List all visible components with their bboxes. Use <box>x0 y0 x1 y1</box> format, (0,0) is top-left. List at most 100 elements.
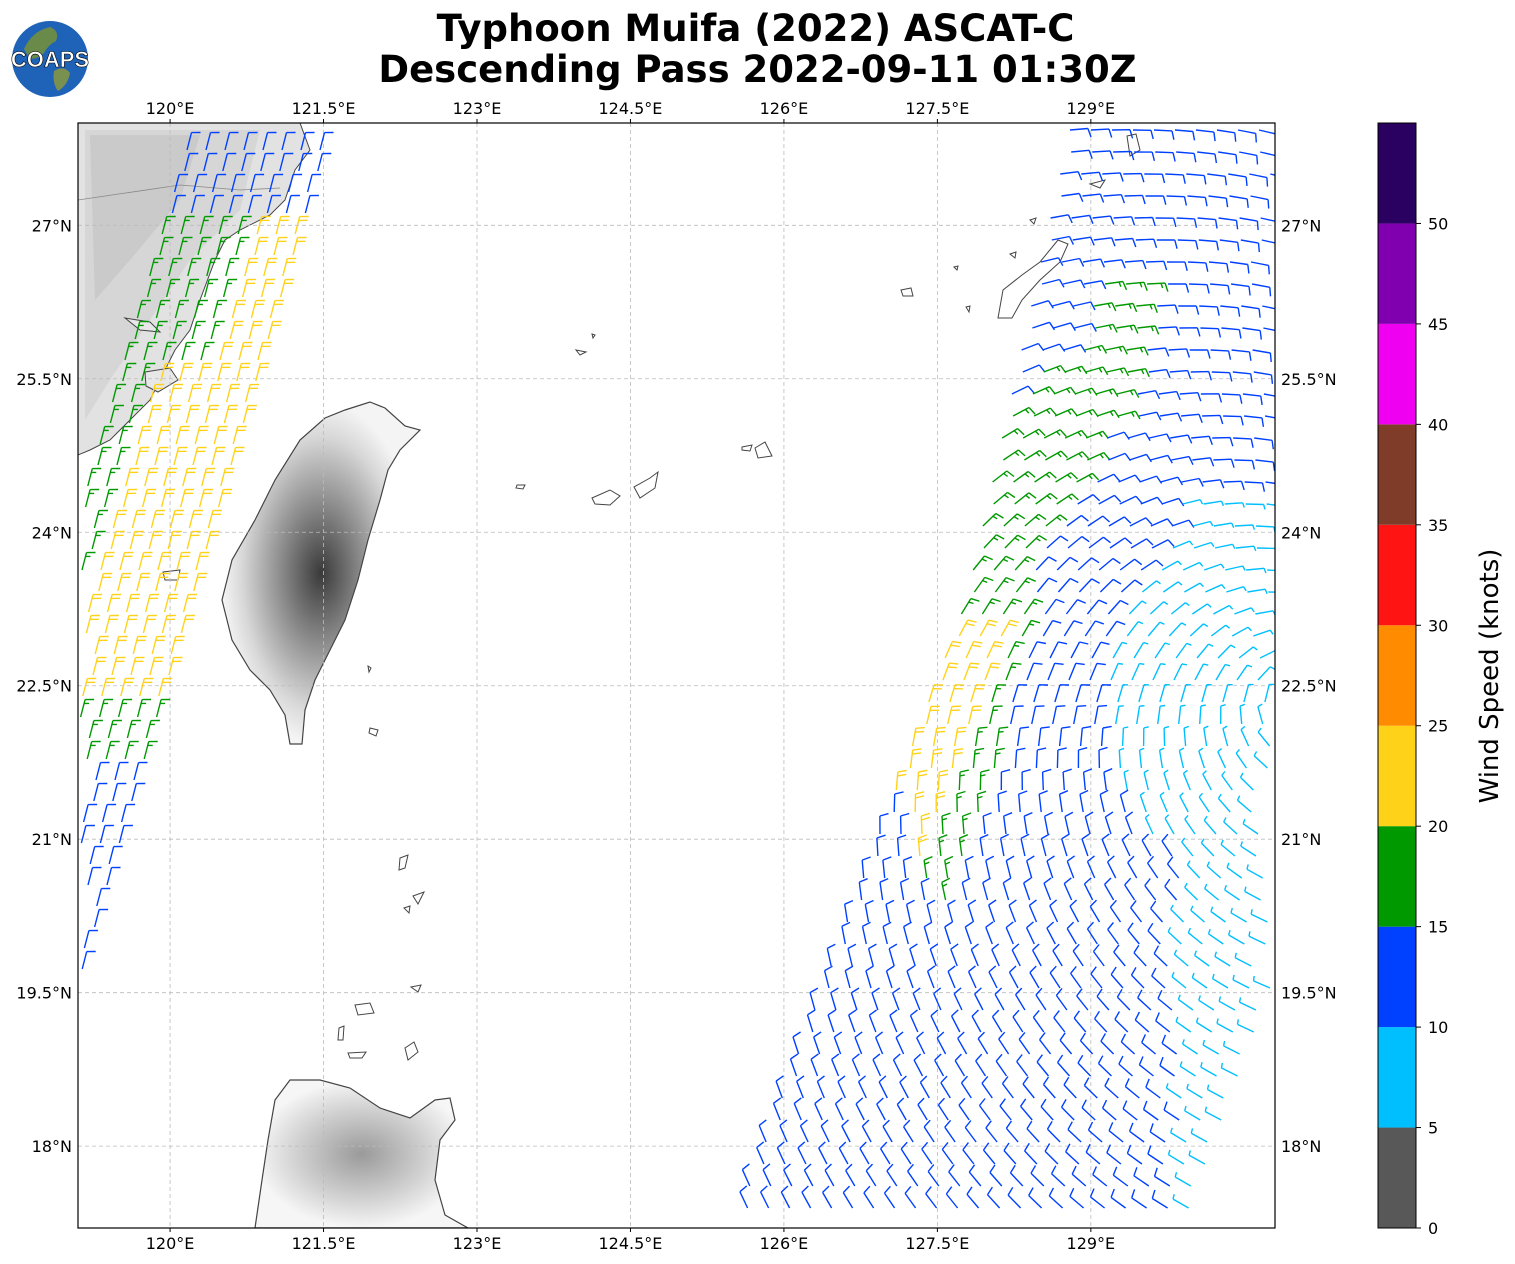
wind-barb <box>1126 281 1148 291</box>
lon-tick-label-bottom: 129°E <box>1067 1234 1116 1253</box>
wind-barb <box>122 488 138 508</box>
wind-barb <box>1038 790 1048 813</box>
wind-barb <box>834 1097 844 1121</box>
wind-barb <box>927 1164 940 1187</box>
wind-barb <box>1222 1040 1240 1055</box>
wind-barb <box>1015 577 1036 593</box>
wind-barb <box>1236 795 1252 813</box>
wind-barb <box>1052 300 1075 310</box>
wind-barb <box>1025 534 1048 549</box>
wind-barb <box>163 467 178 487</box>
wind-barb <box>1178 305 1200 315</box>
wind-barb <box>1226 862 1243 879</box>
wind-barb <box>1244 415 1265 427</box>
wind-barb <box>1217 644 1236 659</box>
wind-barb <box>1144 878 1157 901</box>
wind-barb <box>1213 604 1234 615</box>
wind-barb <box>1155 1012 1171 1033</box>
wind-barb <box>1031 705 1045 725</box>
wind-barb <box>1003 513 1026 527</box>
wind-barb <box>1077 747 1088 769</box>
wind-barb <box>1262 305 1275 310</box>
wind-barb <box>1107 922 1119 945</box>
wind-barb <box>203 278 219 298</box>
wind-barb <box>1049 965 1061 989</box>
wind-barb <box>979 619 998 637</box>
wind-barb <box>1021 619 1041 637</box>
wind-barb <box>187 257 202 277</box>
chart-title-line2: Descending Pass 2022-09-11 01:30Z <box>378 48 1137 91</box>
wind-barb <box>1056 493 1079 505</box>
wind-barb <box>926 965 936 989</box>
wind-barb <box>1105 280 1128 291</box>
lat-tick-label-left: 24°N <box>32 523 72 542</box>
wind-barb <box>1012 406 1036 417</box>
wind-barb <box>1124 194 1146 205</box>
wind-barb <box>948 1164 961 1187</box>
wind-barb <box>139 677 154 697</box>
wind-barb <box>1223 480 1245 491</box>
wind-barb <box>1159 1056 1175 1077</box>
wind-barb <box>1106 1144 1122 1165</box>
wind-barb <box>1052 943 1063 967</box>
wind-barb <box>146 278 162 298</box>
wind-barb <box>114 761 129 781</box>
wind-barb <box>1167 1149 1185 1165</box>
wind-barb <box>1221 327 1242 339</box>
wind-barb <box>992 470 1015 483</box>
wind-barb <box>974 987 984 1011</box>
wind-barb <box>850 987 860 1011</box>
wind-barb <box>1145 1078 1161 1099</box>
wind-barb <box>988 899 997 923</box>
wind-barb <box>1035 747 1047 769</box>
wind-barb <box>279 152 294 172</box>
wind-barb <box>947 705 961 725</box>
wind-barb <box>1259 649 1275 659</box>
wind-barb <box>957 1031 968 1055</box>
wind-barb <box>1087 451 1111 461</box>
wind-barb <box>937 769 949 791</box>
wind-barb <box>963 662 980 681</box>
wind-barb <box>267 320 282 340</box>
wind-barb <box>273 236 288 256</box>
logo-text: COAPS <box>11 47 89 72</box>
wind-barb <box>1144 173 1166 184</box>
wind-barb <box>1007 1186 1022 1209</box>
wind-barb <box>1206 861 1222 879</box>
wind-barb <box>124 341 139 361</box>
wind-barb <box>1085 366 1109 376</box>
wind-barb <box>1066 514 1089 527</box>
wind-barb <box>995 726 1009 747</box>
wind-barb <box>994 987 1005 1011</box>
wind-barb <box>1158 326 1180 336</box>
wind-barb <box>1245 503 1266 510</box>
wind-barb <box>130 383 146 403</box>
wind-barb <box>958 834 969 857</box>
wind-barb <box>930 1009 940 1033</box>
wind-barb <box>1216 1018 1234 1033</box>
wind-barb <box>1179 1061 1196 1077</box>
wind-barb <box>1178 747 1185 769</box>
wind-barb <box>1147 855 1159 879</box>
wind-barb <box>1054 408 1078 417</box>
wind-barb <box>941 1141 954 1165</box>
wind-barb <box>889 1009 898 1033</box>
wind-barb <box>1231 283 1251 296</box>
wind-barb <box>1081 833 1090 857</box>
wind-barb <box>1033 407 1057 417</box>
wind-barb <box>919 1075 930 1099</box>
wind-barb <box>1203 500 1225 507</box>
wind-barb <box>972 555 993 571</box>
wind-barb <box>880 1141 891 1165</box>
wind-barb <box>87 467 102 487</box>
wind-barb <box>999 833 1010 857</box>
wind-barb <box>222 152 237 172</box>
wind-barb <box>1015 987 1026 1011</box>
wind-barb <box>1041 768 1052 791</box>
wind-barb <box>837 1075 846 1099</box>
wind-barb <box>143 341 158 361</box>
wind-barb <box>1204 1106 1222 1121</box>
wind-barb <box>238 341 253 361</box>
wind-barb <box>1121 833 1131 857</box>
wind-barb <box>1253 629 1274 637</box>
